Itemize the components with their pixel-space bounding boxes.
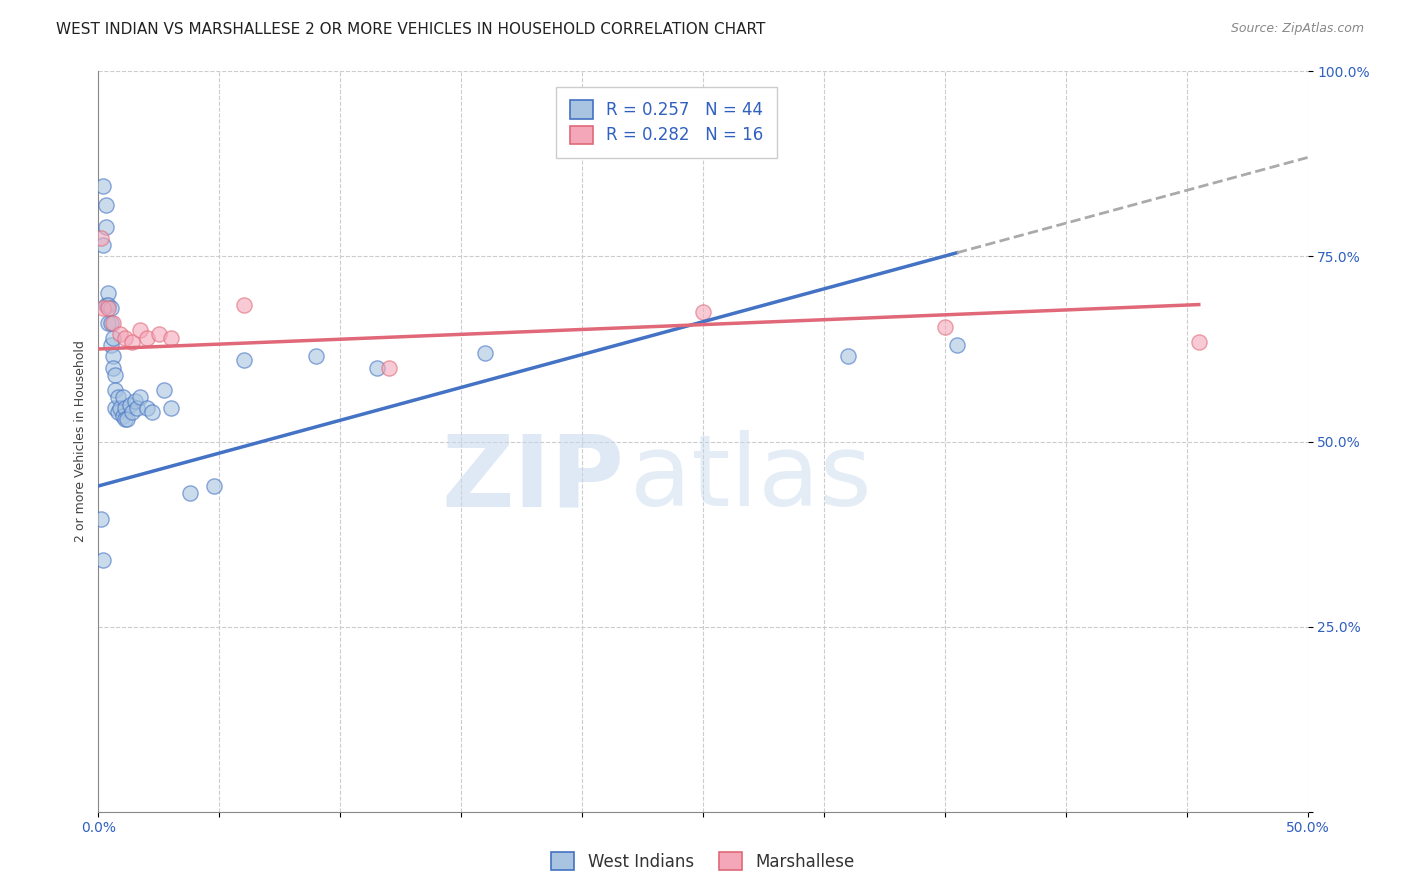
Legend: R = 0.257   N = 44, R = 0.282   N = 16: R = 0.257 N = 44, R = 0.282 N = 16 bbox=[557, 87, 778, 158]
Point bbox=[108, 401, 131, 416]
Point bbox=[692, 305, 714, 319]
Point bbox=[114, 412, 136, 426]
Point bbox=[135, 331, 157, 345]
Point bbox=[232, 353, 254, 368]
Point bbox=[97, 301, 120, 316]
Point bbox=[366, 360, 388, 375]
Point bbox=[474, 345, 496, 359]
Point bbox=[1188, 334, 1211, 349]
Point bbox=[90, 231, 112, 245]
Point bbox=[111, 390, 134, 404]
Point bbox=[128, 324, 150, 338]
Point bbox=[114, 401, 136, 416]
Point bbox=[305, 350, 328, 364]
Point bbox=[121, 405, 143, 419]
Point bbox=[91, 179, 114, 194]
Point bbox=[100, 316, 122, 330]
Point bbox=[946, 338, 969, 352]
Point bbox=[97, 297, 120, 311]
Point bbox=[837, 350, 859, 364]
Text: Source: ZipAtlas.com: Source: ZipAtlas.com bbox=[1230, 22, 1364, 36]
Point bbox=[934, 319, 956, 334]
Point bbox=[118, 398, 141, 412]
Point bbox=[100, 301, 122, 316]
Point bbox=[148, 327, 170, 342]
Point bbox=[135, 401, 157, 416]
Point bbox=[107, 405, 129, 419]
Point bbox=[111, 409, 134, 423]
Point bbox=[101, 331, 124, 345]
Point bbox=[94, 219, 117, 234]
Point bbox=[108, 327, 131, 342]
Point bbox=[101, 350, 124, 364]
Point bbox=[141, 405, 163, 419]
Point bbox=[127, 401, 149, 416]
Legend: West Indians, Marshallese: West Indians, Marshallese bbox=[543, 844, 863, 880]
Point bbox=[232, 297, 254, 311]
Point bbox=[97, 316, 120, 330]
Point bbox=[100, 338, 122, 352]
Y-axis label: 2 or more Vehicles in Household: 2 or more Vehicles in Household bbox=[75, 341, 87, 542]
Point bbox=[91, 553, 114, 567]
Point bbox=[91, 238, 114, 252]
Point bbox=[94, 297, 117, 311]
Point bbox=[128, 390, 150, 404]
Point bbox=[121, 334, 143, 349]
Point bbox=[114, 331, 136, 345]
Point bbox=[101, 360, 124, 375]
Point bbox=[179, 486, 201, 500]
Point bbox=[377, 360, 399, 375]
Point bbox=[204, 479, 226, 493]
Point bbox=[97, 286, 120, 301]
Point bbox=[104, 368, 127, 382]
Point bbox=[160, 331, 183, 345]
Text: atlas: atlas bbox=[630, 430, 872, 527]
Point bbox=[117, 412, 139, 426]
Point bbox=[104, 401, 127, 416]
Point bbox=[90, 512, 112, 526]
Text: ZIP: ZIP bbox=[441, 430, 624, 527]
Point bbox=[107, 390, 129, 404]
Point bbox=[104, 383, 127, 397]
Point bbox=[152, 383, 174, 397]
Point bbox=[101, 316, 124, 330]
Text: WEST INDIAN VS MARSHALLESE 2 OR MORE VEHICLES IN HOUSEHOLD CORRELATION CHART: WEST INDIAN VS MARSHALLESE 2 OR MORE VEH… bbox=[56, 22, 766, 37]
Point bbox=[94, 197, 117, 211]
Point bbox=[160, 401, 183, 416]
Point bbox=[91, 301, 114, 316]
Point bbox=[124, 393, 146, 408]
